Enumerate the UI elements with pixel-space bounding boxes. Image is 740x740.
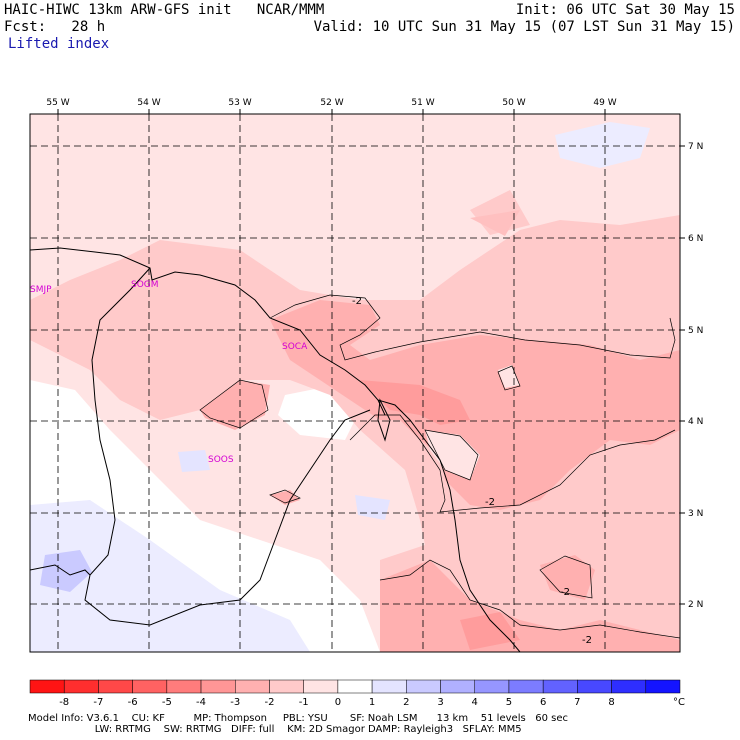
forecast-hour: Fcst: 28 h [4, 19, 106, 35]
lon-label: 51 W [411, 98, 434, 108]
border-line [30, 564, 91, 576]
lon-label: 52 W [320, 98, 343, 108]
model-info-line2: LW: RRTMG SW: RRTMG DIFF: full KM: 2D Sm… [28, 724, 522, 735]
stable-region [178, 450, 210, 472]
stable-region [355, 495, 390, 520]
contour-line [269, 489, 301, 504]
unstable-region [200, 380, 270, 430]
airport-label-soos: SOOS [208, 455, 234, 465]
stable-region [40, 550, 92, 592]
colorbar-swatch [440, 679, 475, 694]
unstable-region [270, 300, 680, 510]
contour-line [199, 379, 269, 429]
colorbar-swatch [474, 679, 510, 694]
lat-label: 4 N [688, 417, 703, 427]
colorbar-ticks: -8 -7 -6 -5 -4 -3 -2 -1 0 1 2 3 4 5 6 7 8 [59, 697, 615, 708]
colorbar-swatch [269, 679, 304, 694]
lon-label: 55 W [46, 98, 69, 108]
colorbar-tick-label: -5 [162, 697, 172, 708]
colorbar-swatch [645, 679, 681, 694]
contour-line [269, 294, 676, 361]
zero-region [498, 365, 520, 388]
lat-label: 7 N [688, 142, 703, 152]
colorbar-tick-label: -3 [230, 697, 240, 708]
colorbar-swatch [166, 679, 202, 694]
colorbar-swatch [29, 679, 65, 694]
contour-label: -2 [485, 497, 495, 508]
river-line [377, 398, 391, 442]
colorbar [29, 679, 681, 694]
model-info-line1: Model Info: V3.6.1 CU: KF MP: Thompson P… [28, 713, 568, 724]
lat-label: 2 N [688, 600, 703, 610]
contour-line [497, 365, 521, 391]
lat-label: 3 N [688, 509, 703, 519]
coastline [30, 247, 521, 652]
unstable-region [600, 385, 650, 430]
contour-line [539, 555, 593, 599]
contour-line [349, 414, 676, 513]
colorbar-unit: °C [673, 697, 685, 708]
stable-region [555, 122, 650, 168]
valid-time: Valid: 10 UTC Sun 31 May 15 (07 LST Sun … [313, 19, 735, 35]
colorbar-swatch [98, 679, 133, 694]
unstable-region [380, 560, 680, 652]
airport-label-sogm: SOGM [131, 280, 159, 290]
colorbar-tick-label: 7 [574, 697, 580, 708]
colorbar-tick-label: -2 [264, 697, 274, 708]
airport-label-soca: SOCA [282, 342, 308, 352]
colorbar-swatch [542, 679, 578, 694]
colorbar-swatch [132, 679, 168, 694]
colorbar-tick-label: -6 [128, 697, 138, 708]
colorbar-swatch [63, 679, 99, 694]
colorbar-swatch [406, 679, 441, 694]
lon-label: 54 W [137, 98, 160, 108]
colorbar-swatch [235, 679, 270, 694]
colorbar-tick-label: 5 [506, 697, 512, 708]
colorbar-tick-label: 1 [369, 697, 375, 708]
airport-label-smjp: SMJP [30, 285, 52, 295]
colorbar-tick-label: -4 [196, 697, 206, 708]
colorbar-tick-label: -7 [93, 697, 103, 708]
latlon-grid [30, 114, 680, 652]
unstable-region [360, 380, 470, 425]
unstable-region [540, 555, 595, 600]
colorbar-tick-label: -1 [299, 697, 309, 708]
colorbar-tick-label: 2 [403, 697, 409, 708]
border-line [84, 267, 371, 626]
colorbar-swatch [611, 679, 647, 694]
init-time: Init: 06 UTC Sat 30 May 15 [515, 2, 735, 18]
colorbar-tick-label: 3 [437, 697, 443, 708]
colorbar-swatch [577, 679, 612, 694]
colorbar-tick-label: 4 [472, 697, 478, 708]
field-name: Lifted index [8, 36, 110, 52]
contour-label: -2 [560, 587, 570, 598]
colorbar-tick-label: 8 [608, 697, 614, 708]
colorbar-swatch [371, 679, 407, 694]
colorbar-swatch [508, 679, 544, 694]
contour-label: -2 [582, 635, 592, 646]
unstable-region [30, 215, 680, 652]
contour-label: -2 [352, 296, 362, 307]
lat-label: 5 N [688, 326, 703, 336]
lat-label: 6 N [688, 234, 703, 244]
colorbar-tick-label: -8 [59, 697, 69, 708]
colorbar-swatch [200, 679, 236, 694]
colorbar-tick-label: 6 [540, 697, 546, 708]
colorbar-tick-label: 0 [335, 697, 341, 708]
unstable-region [470, 210, 520, 236]
colorbar-swatch [337, 679, 373, 694]
lon-label: 49 W [593, 98, 616, 108]
contour-line [424, 429, 479, 481]
colorbar-swatch [303, 679, 339, 694]
map-frame [29, 113, 681, 653]
model-title: HAIC-HIWC 13km ARW-GFS init NCAR/MMM [4, 2, 325, 18]
lon-label: 53 W [228, 98, 251, 108]
unstable-region [460, 612, 520, 650]
lon-label: 50 W [502, 98, 525, 108]
